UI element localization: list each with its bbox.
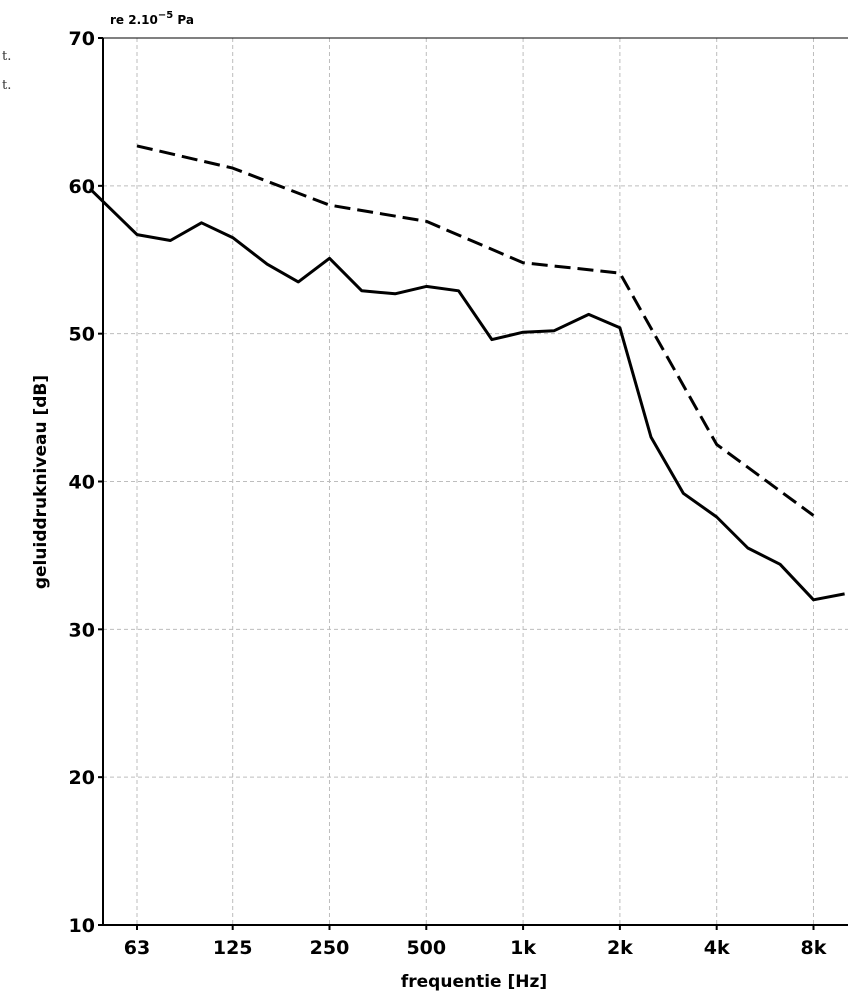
reference-label: re 2.10−5 Pa xyxy=(110,10,194,27)
y-tick-label: 30 xyxy=(69,619,95,641)
grid xyxy=(103,38,848,925)
x-tick-label: 1k xyxy=(510,937,536,959)
x-tick-label: 4k xyxy=(704,937,730,959)
y-axis-title: geluiddrukniveau [dB] xyxy=(31,375,51,589)
x-axis-title: frequentie [Hz] xyxy=(401,972,547,992)
legend-fragment: t. xyxy=(2,78,11,93)
y-tick-label: 40 xyxy=(69,472,95,494)
y-tick-label: 60 xyxy=(69,176,95,198)
y-tick-label: 70 xyxy=(69,28,95,50)
x-tick-label: 2k xyxy=(607,937,633,959)
series-line-1-solid xyxy=(88,187,845,602)
legend-fragments: t. t. xyxy=(2,49,11,93)
x-tick-label: 63 xyxy=(124,937,150,959)
y-tick-label: 10 xyxy=(69,915,95,937)
series-line-2-dashed xyxy=(136,144,815,517)
tick-labels: 10 20 30 40 50 60 70 63 125 250 500 1k 2k 4k 8k xyxy=(69,28,827,959)
axes xyxy=(98,37,848,930)
x-tick-label: 8k xyxy=(801,937,827,959)
y-tick-label: 20 xyxy=(69,767,95,789)
x-tick-label: 500 xyxy=(406,937,446,959)
x-tick-label: 125 xyxy=(213,937,253,959)
legend-fragment: t. xyxy=(2,49,11,64)
series-layer xyxy=(88,144,845,602)
y-tick-label: 50 xyxy=(69,324,95,346)
x-tick-label: 250 xyxy=(310,937,350,959)
